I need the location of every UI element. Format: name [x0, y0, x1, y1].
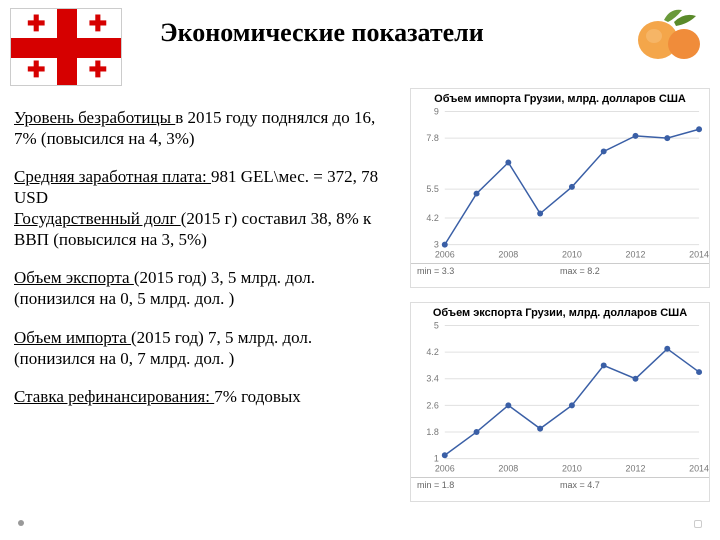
- text-column: Уровень безработицы в 2015 году поднялся…: [14, 108, 396, 426]
- svg-text:3.4: 3.4: [426, 374, 438, 384]
- label-salary: Средняя заработная плата:: [14, 167, 211, 186]
- export-chart-footer: min = 1.8 max = 4.7: [411, 477, 709, 492]
- svg-text:4.2: 4.2: [426, 213, 438, 223]
- label-debt: Государственный долг: [14, 209, 181, 228]
- svg-text:5: 5: [434, 320, 439, 330]
- svg-text:2006: 2006: [435, 250, 455, 260]
- svg-text:2.6: 2.6: [426, 400, 438, 410]
- export-chart-svg: 1 1.8 2.6 3.4 4.2 5 2006 2008 2010 2012 2014: [411, 319, 709, 477]
- svg-text:5.5: 5.5: [426, 184, 438, 194]
- import-chart-svg: 3 4.2 5.5 7.8 9 2006 2008 2010 2012 2014: [411, 105, 709, 263]
- label-import: Объем импорта: [14, 328, 131, 347]
- para-export: Объем экспорта (2015 год) 3, 5 млрд. дол…: [14, 268, 396, 309]
- export-chart: Объем экспорта Грузии, млрд. долларов СШ…: [410, 302, 710, 502]
- svg-text:4.2: 4.2: [426, 347, 438, 357]
- slide-bullet-icon: [18, 520, 24, 526]
- svg-text:2012: 2012: [626, 250, 646, 260]
- import-chart-title: Объем импорта Грузии, млрд. долларов США: [411, 89, 709, 105]
- svg-text:2014: 2014: [689, 250, 709, 260]
- svg-text:9: 9: [434, 106, 439, 116]
- svg-text:3: 3: [434, 240, 439, 250]
- svg-text:2010: 2010: [562, 250, 582, 260]
- import-max: max = 8.2: [560, 266, 703, 276]
- peach-image: [614, 0, 714, 64]
- corner-marker: [694, 520, 702, 528]
- value-rate: 7% годовых: [214, 387, 301, 406]
- import-min: min = 3.3: [417, 266, 560, 276]
- svg-text:2006: 2006: [435, 464, 455, 474]
- para-unemployment: Уровень безработицы в 2015 году поднялся…: [14, 108, 396, 149]
- label-unemployment: Уровень безработицы: [14, 108, 175, 127]
- import-chart-footer: min = 3.3 max = 8.2: [411, 263, 709, 278]
- svg-text:2014: 2014: [689, 464, 709, 474]
- para-import: Объем импорта (2015 год) 7, 5 млрд. дол.…: [14, 328, 396, 369]
- svg-text:1.8: 1.8: [426, 427, 438, 437]
- svg-text:2012: 2012: [626, 464, 646, 474]
- import-chart: Объем импорта Грузии, млрд. долларов США…: [410, 88, 710, 288]
- label-rate: Ставка рефинансирования:: [14, 387, 214, 406]
- export-chart-title: Объем экспорта Грузии, млрд. долларов СШ…: [411, 303, 709, 319]
- svg-text:2010: 2010: [562, 464, 582, 474]
- svg-text:2008: 2008: [498, 464, 518, 474]
- para-rate: Ставка рефинансирования: 7% годовых: [14, 387, 396, 408]
- export-max: max = 4.7: [560, 480, 703, 490]
- para-salary-debt: Средняя заработная плата: 981 GEL\мес. =…: [14, 167, 396, 250]
- svg-text:1: 1: [434, 454, 439, 464]
- svg-text:7.8: 7.8: [426, 133, 438, 143]
- georgia-flag: ✚ ✚ ✚ ✚: [10, 8, 122, 86]
- label-export: Объем экспорта: [14, 268, 134, 287]
- export-min: min = 1.8: [417, 480, 560, 490]
- svg-text:2008: 2008: [498, 250, 518, 260]
- page-title: Экономические показатели: [160, 18, 484, 48]
